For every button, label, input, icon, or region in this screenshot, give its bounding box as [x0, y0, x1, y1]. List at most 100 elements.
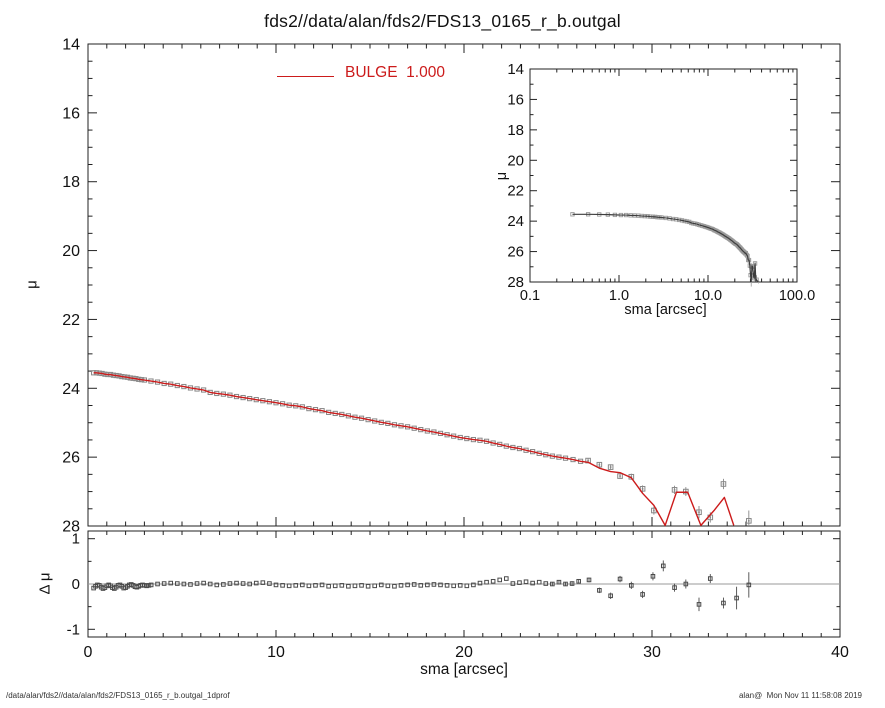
data-point-square [306, 583, 312, 589]
data-point-square [378, 582, 384, 588]
data-point-square [352, 583, 358, 589]
tick-label: 1.0 [609, 288, 629, 304]
data-point-square [385, 583, 391, 589]
data-point-square [471, 582, 476, 588]
data-point-square [247, 581, 252, 587]
data-point-square [660, 563, 666, 569]
data-point-square [221, 582, 226, 587]
data-point-square [530, 580, 535, 586]
main-y-axis-label: μ [23, 280, 41, 289]
tick-label: 14 [507, 61, 524, 78]
inset-profile-line [572, 213, 759, 282]
tick-label: 16 [507, 91, 524, 108]
data-point-square [617, 576, 623, 582]
data-point-square [477, 580, 483, 586]
data-point-square [639, 486, 646, 492]
tick-label: 26 [62, 450, 80, 467]
data-point-square [504, 576, 509, 581]
data-point-square [365, 583, 371, 589]
data-point-square [227, 581, 233, 586]
data-point-square [431, 582, 437, 587]
data-point-square [608, 593, 613, 599]
page-title: fds2//data/alan/fds2/FDS13_0165_r_b.outg… [264, 11, 621, 31]
data-point-square [392, 583, 397, 589]
data-point-square [339, 583, 345, 588]
data-point-square [319, 582, 325, 588]
data-point-square [523, 579, 529, 585]
data-point-square [596, 461, 603, 468]
data-point-square [260, 580, 266, 585]
data-point-square [168, 580, 174, 586]
data-point-square [671, 487, 678, 493]
data-point-square [300, 582, 305, 588]
data-point-square [597, 588, 602, 593]
residual-plot: 10-10 10 20 30 40 [67, 530, 849, 661]
data-point-square [563, 581, 568, 587]
data-point-square [181, 581, 187, 587]
data-point-square [332, 583, 338, 589]
data-point-square [746, 582, 752, 588]
data-point-square [253, 580, 259, 586]
data-point-square [175, 581, 180, 586]
data-point-square [418, 583, 424, 588]
tick-label: 0 [72, 576, 80, 593]
tick-label: 22 [62, 312, 80, 329]
tick-label: 24 [507, 213, 524, 230]
data-point-square [707, 576, 713, 581]
main-plot: 14 16 18 20 22 24 26 28 [62, 37, 841, 536]
tick-label: 22 [507, 183, 524, 200]
data-point-square [214, 582, 220, 588]
data-point-square [293, 583, 299, 588]
data-point-square [734, 595, 739, 601]
tick-label: 28 [507, 274, 524, 291]
data-point-square [556, 579, 562, 585]
data-point-square [510, 581, 516, 586]
data-point-square [346, 583, 351, 589]
data-point-square [194, 581, 200, 586]
data-point-square [207, 581, 213, 587]
data-point-square [629, 583, 634, 588]
data-point-square [326, 583, 331, 589]
inset-plot: 14 16 18 20 22 24 26 280.1 1.0 10.0 100.0 [507, 61, 815, 304]
inset-y-axis-label: μ [494, 171, 510, 181]
tick-label: 40 [831, 644, 849, 661]
data-point-square [484, 579, 489, 585]
data-point-square [517, 580, 522, 585]
data-point-square [586, 577, 592, 583]
data-point-square [754, 277, 759, 282]
tick-label: 100.0 [779, 288, 815, 304]
data-point-square [696, 602, 702, 607]
tick-label: 0 [84, 644, 93, 661]
data-point-square [425, 582, 430, 588]
tick-label: 16 [62, 105, 80, 122]
data-point-square [438, 582, 443, 588]
data-point-square [405, 582, 410, 588]
tick-label: 10 [267, 644, 285, 661]
tick-label: 14 [62, 37, 80, 54]
data-point-square [640, 592, 645, 597]
residual-scatter [91, 560, 752, 612]
bottom-x-axis-label: sma [arcsec] [420, 661, 508, 678]
tick-label: 20 [62, 243, 80, 260]
data-point-square [234, 580, 239, 586]
tick-label: 20 [455, 644, 473, 661]
tick-label: 28 [62, 519, 80, 536]
data-point-square [746, 518, 752, 524]
data-point-square [240, 581, 246, 586]
data-point-square [464, 583, 470, 589]
data-point-square [569, 581, 575, 586]
residual-y-axis-label: Δ μ [36, 572, 54, 595]
data-point-square [696, 509, 702, 516]
data-point-square [372, 583, 377, 589]
tick-label: 26 [507, 244, 524, 261]
data-point-square [683, 581, 689, 587]
bulge-model-line [93, 372, 735, 527]
inset-profile-scatter [570, 212, 759, 287]
footer-file-path: /data/alan/fds2//data/alan/fds2/FDS13_01… [6, 691, 230, 700]
data-point-square [313, 583, 318, 588]
tick-label: 24 [62, 381, 80, 398]
plot-frame [529, 68, 798, 283]
tick-label: 20 [507, 152, 524, 169]
tick-label: 30 [643, 644, 661, 661]
